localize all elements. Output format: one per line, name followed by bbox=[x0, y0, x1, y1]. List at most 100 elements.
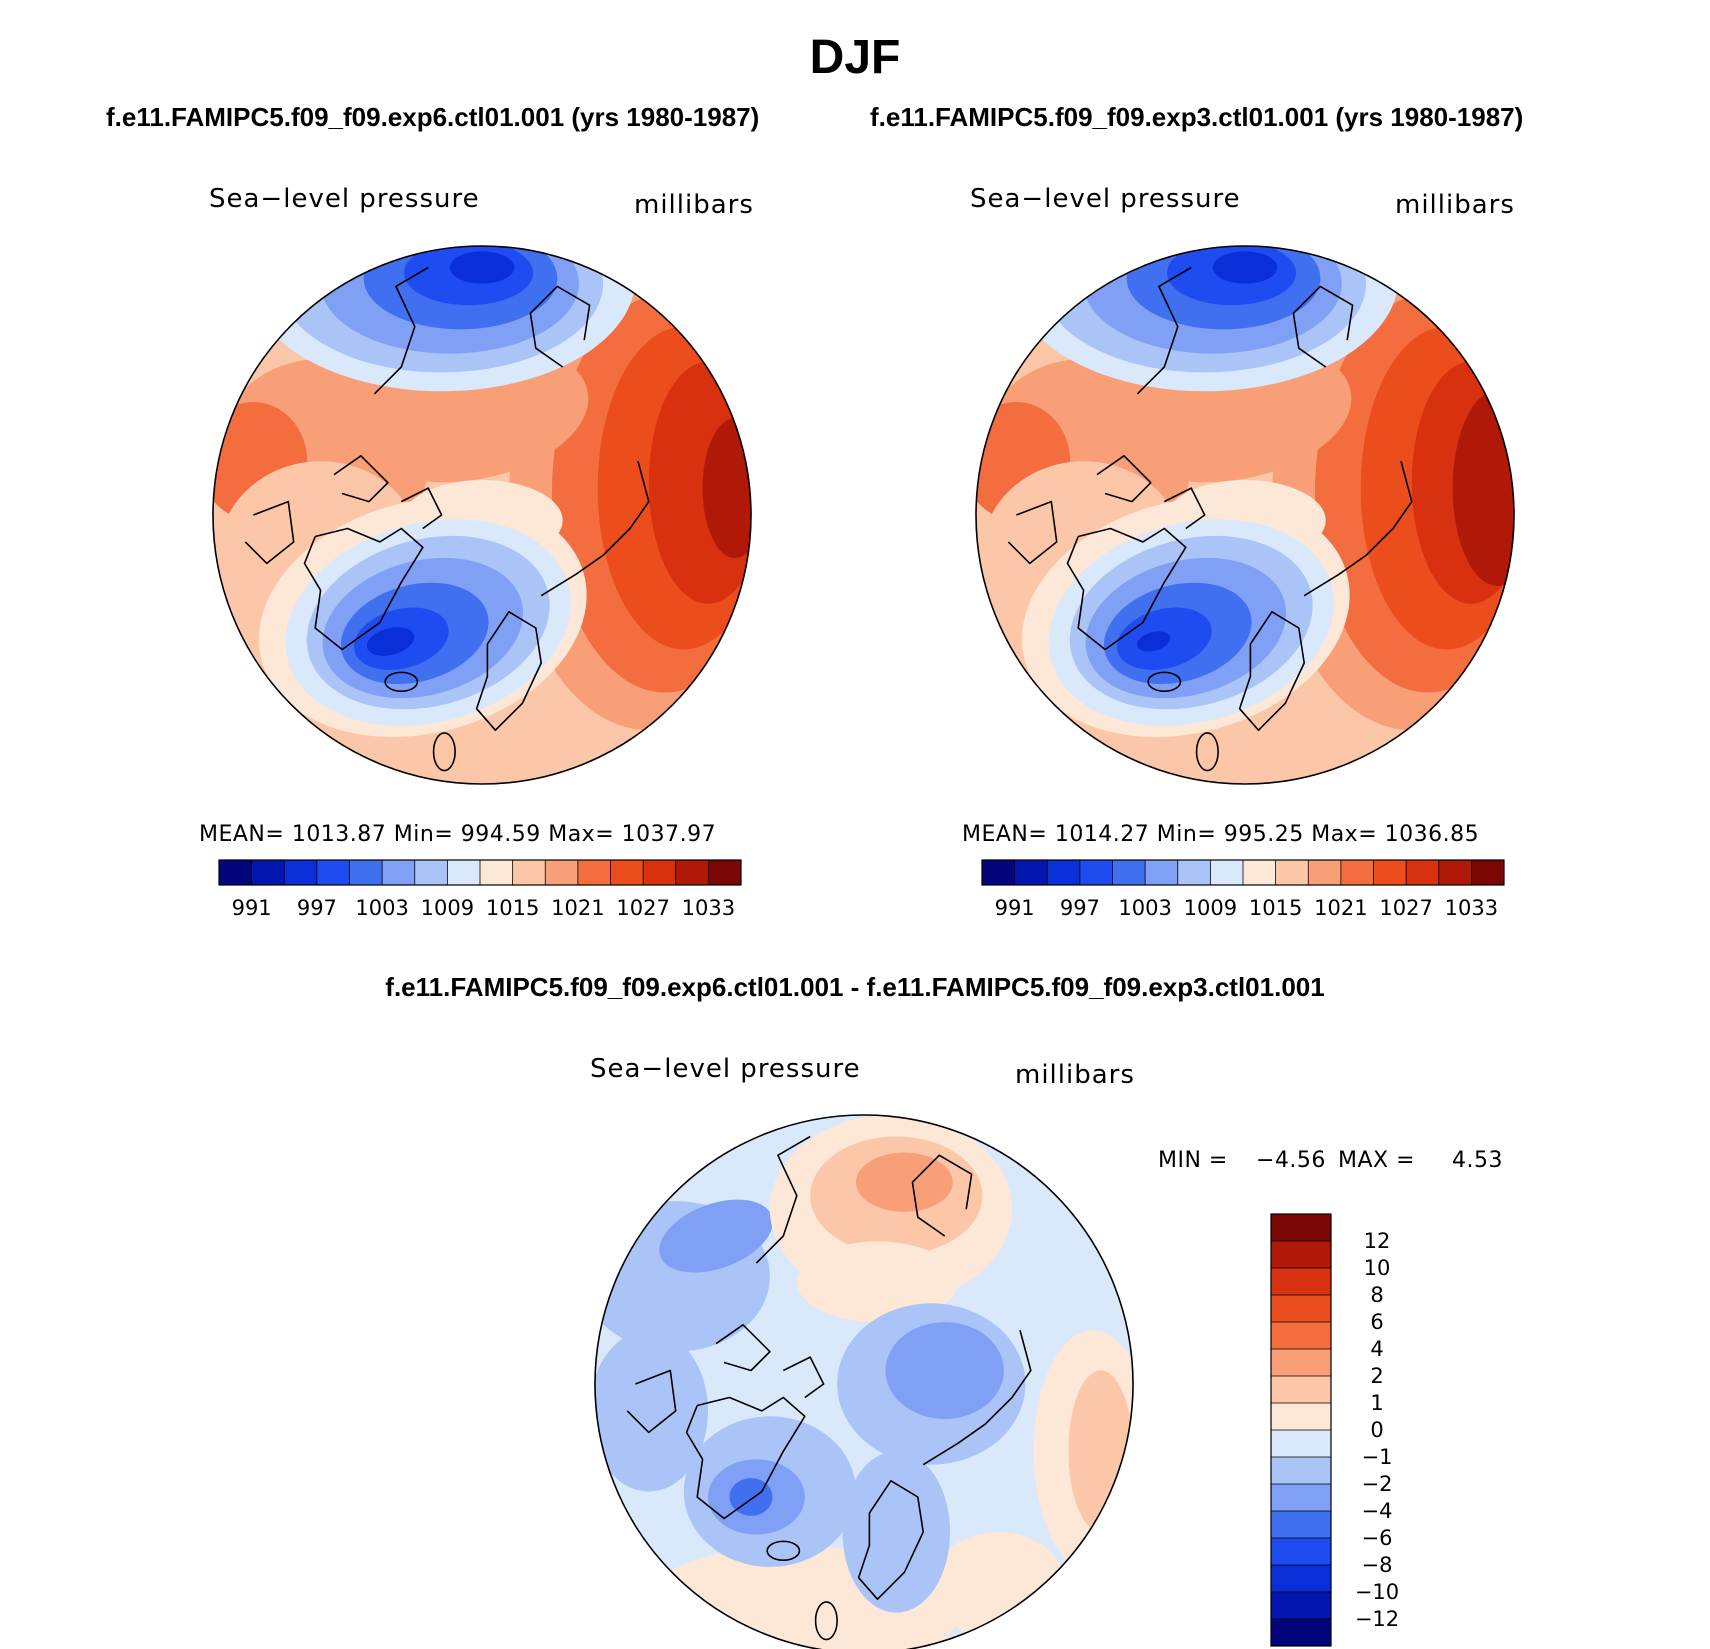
diff-colorbar-box-5 bbox=[1271, 1349, 1331, 1377]
left-colorbar-box-12 bbox=[610, 860, 644, 885]
right-colorbar-box-0 bbox=[982, 860, 1015, 885]
diff-colorbar-label-2: 8 bbox=[1370, 1283, 1383, 1307]
right-stats-label: MEAN= 1014.27 Min= 995.25 Max= 1036.85 bbox=[962, 822, 1480, 847]
coastline-5 bbox=[715, 1324, 771, 1372]
diff-colorbar-label-4: 4 bbox=[1370, 1337, 1383, 1361]
left-slp-map bbox=[213, 246, 751, 784]
right-colorbar-box-1 bbox=[1014, 860, 1048, 885]
diff-colorbar-label-11: −6 bbox=[1362, 1526, 1393, 1550]
left-colorbar-box-7 bbox=[447, 860, 481, 885]
right-colorbar-box-13 bbox=[1406, 860, 1440, 885]
difference-coastlines bbox=[626, 1135, 1032, 1641]
diff-colorbar-label-10: −4 bbox=[1362, 1499, 1393, 1523]
diff-colorbar-label-6: 1 bbox=[1370, 1391, 1383, 1415]
diff-colorbar-box-3 bbox=[1271, 1295, 1331, 1323]
left-colorbar-box-6 bbox=[414, 860, 448, 885]
left-colorbar-outline bbox=[218, 859, 742, 886]
right-colorbar-box-7 bbox=[1210, 860, 1244, 885]
diff-max-value: 4.53 bbox=[1452, 1148, 1503, 1173]
diff-colorbar-label-7: 0 bbox=[1370, 1418, 1383, 1442]
contour-region-15 bbox=[1212, 251, 1278, 284]
diff-colorbar-box-0 bbox=[1271, 1214, 1331, 1242]
left-colorbar-label-4: 1015 bbox=[486, 896, 539, 920]
coastline-4 bbox=[373, 266, 429, 395]
uk-coastline bbox=[814, 1601, 838, 1641]
contour-region-5 bbox=[702, 418, 751, 559]
right-slp-map bbox=[976, 246, 1514, 784]
diff-colorbar-box-11 bbox=[1271, 1511, 1331, 1539]
left-colorbar-box-1 bbox=[251, 860, 285, 885]
contour-region-23 bbox=[1136, 631, 1171, 652]
difference-title: f.e11.FAMIPC5.f09_f09.exp6.ctl01.001 - f… bbox=[385, 972, 1325, 1002]
diff-colorbar-label-1: 10 bbox=[1364, 1256, 1391, 1280]
right-colorbar-box-8 bbox=[1243, 860, 1276, 885]
coastline-7 bbox=[626, 1369, 677, 1434]
right-colorbar-label-7: 1033 bbox=[1445, 896, 1498, 920]
left-colorbar-label-3: 1009 bbox=[421, 896, 474, 920]
diff-colorbar-label-14: −12 bbox=[1355, 1607, 1399, 1631]
uk-coastline bbox=[1195, 732, 1219, 772]
coastline-3 bbox=[1292, 285, 1354, 368]
diff-colorbar-box-15 bbox=[1271, 1619, 1331, 1647]
left-colorbar-box-3 bbox=[316, 860, 350, 885]
contour-region-5 bbox=[1452, 390, 1514, 587]
contour-region-10 bbox=[931, 1531, 1066, 1640]
left-colorbar-box-2 bbox=[284, 860, 318, 885]
coastline-4 bbox=[755, 1135, 811, 1264]
diff-colorbar-label-13: −10 bbox=[1355, 1580, 1399, 1604]
left-colorbar-label-2: 1003 bbox=[355, 896, 408, 920]
left-colorbar-box-14 bbox=[675, 860, 709, 885]
contour-region-5 bbox=[855, 1152, 953, 1212]
coastline-5 bbox=[1096, 455, 1152, 503]
coastline-1 bbox=[857, 1480, 924, 1600]
right-colorbar-box-5 bbox=[1145, 860, 1179, 885]
diff-colorbar-box-2 bbox=[1271, 1268, 1331, 1296]
coastline-3 bbox=[529, 285, 591, 368]
coastline-2 bbox=[1303, 460, 1413, 597]
left-colorbar-box-0 bbox=[219, 860, 252, 885]
left-units-label: millibars bbox=[634, 190, 754, 220]
contour-region-2 bbox=[595, 1330, 708, 1492]
right-colorbar-box-15 bbox=[1471, 860, 1505, 885]
right-colorbar-box-14 bbox=[1438, 860, 1472, 885]
right-colorbar-label-0: 991 bbox=[995, 896, 1035, 920]
left-coastlines bbox=[244, 266, 650, 772]
diff-colorbar-label-12: −8 bbox=[1362, 1553, 1393, 1577]
contour-region-12 bbox=[885, 1322, 1004, 1419]
coastline-2 bbox=[540, 460, 650, 597]
coastline-6 bbox=[1163, 487, 1206, 530]
right-colorbar-box-6 bbox=[1177, 860, 1211, 885]
diff-colorbar-box-14 bbox=[1271, 1592, 1331, 1620]
right-colorbar-box-3 bbox=[1079, 860, 1113, 885]
contour-region-16 bbox=[842, 1451, 951, 1613]
right-case-title: f.e11.FAMIPC5.f09_f09.exp3.ctl01.001 (yr… bbox=[870, 102, 1524, 132]
left-colorbar-label-0: 991 bbox=[232, 896, 272, 920]
diff-colorbar-label-8: −1 bbox=[1362, 1445, 1393, 1469]
left-colorbar: 991 997 1003 1009 1015 1021 1027 1033 bbox=[218, 859, 742, 920]
diff-colorbar-label-0: 12 bbox=[1364, 1229, 1391, 1253]
right-colorbar-label-1: 997 bbox=[1060, 896, 1100, 920]
right-colorbar-label-6: 1027 bbox=[1379, 896, 1432, 920]
diff-colorbar-box-8 bbox=[1271, 1430, 1331, 1458]
figure-title: DJF bbox=[809, 31, 901, 84]
iceland-coastline bbox=[766, 1540, 801, 1561]
left-colorbar-box-13 bbox=[643, 860, 677, 885]
left-stats-label: MEAN= 1013.87 Min= 994.59 Max= 1037.97 bbox=[199, 822, 717, 847]
coastline-5 bbox=[333, 455, 389, 503]
right-colorbar-box-4 bbox=[1112, 860, 1146, 885]
diff-colorbar-box-7 bbox=[1271, 1403, 1331, 1431]
left-colorbar-box-8 bbox=[480, 860, 513, 885]
left-map-border bbox=[212, 245, 752, 785]
diff-colorbar-box-1 bbox=[1271, 1241, 1331, 1269]
left-colorbar-box-9 bbox=[512, 860, 546, 885]
diff-colorbar-label-3: 6 bbox=[1370, 1310, 1383, 1334]
difference-map-border bbox=[594, 1114, 1134, 1649]
coastline-6 bbox=[782, 1356, 825, 1399]
contour-region-23 bbox=[366, 627, 415, 656]
diff-min-label: MIN = bbox=[1158, 1148, 1228, 1173]
coastline-0 bbox=[685, 1396, 806, 1520]
left-colorbar-label-1: 997 bbox=[297, 896, 337, 920]
diff-colorbar-label-9: −2 bbox=[1362, 1472, 1393, 1496]
